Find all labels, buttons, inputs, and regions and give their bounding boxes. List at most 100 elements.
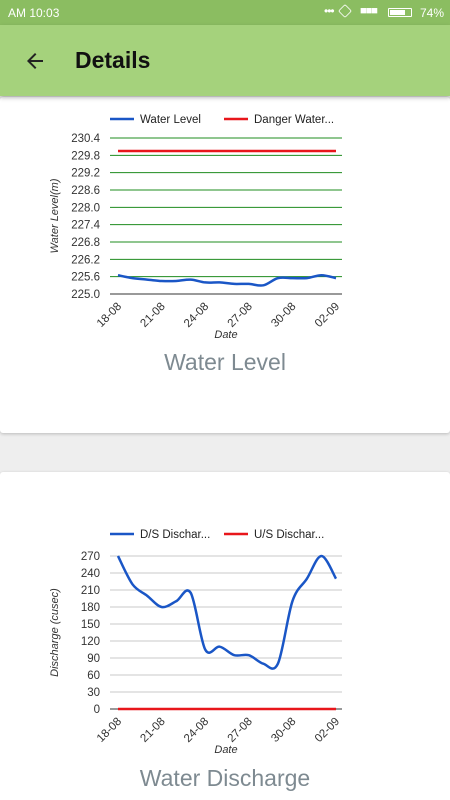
data-point — [161, 150, 163, 152]
battery-icon — [388, 8, 412, 17]
y-tick-label: 225.0 — [71, 289, 100, 301]
data-point — [161, 708, 163, 710]
data-point — [335, 708, 337, 710]
x-tick-label: 18-08 — [95, 716, 124, 745]
legend-label: Water Level — [140, 114, 201, 126]
x-tick-label: 21-08 — [138, 716, 167, 745]
y-tick-label: 120 — [81, 636, 100, 648]
data-point — [335, 277, 337, 279]
data-point — [146, 150, 148, 152]
data-point — [248, 150, 250, 152]
data-point — [291, 708, 293, 710]
data-point — [248, 708, 250, 710]
y-axis-title: Discharge (cusec) — [49, 588, 61, 677]
data-point — [262, 284, 264, 286]
data-point — [306, 277, 308, 279]
legend-label: Danger Water... — [254, 114, 334, 126]
y-axis-title: Water Level(m) — [49, 178, 61, 253]
y-tick-label: 226.2 — [71, 254, 100, 266]
x-tick-label: 30-08 — [269, 301, 298, 330]
x-tick-label: 02-09 — [313, 716, 342, 745]
y-tick-label: 30 — [87, 687, 100, 699]
y-tick-label: 240 — [81, 568, 100, 580]
data-point — [190, 708, 192, 710]
data-point — [117, 150, 119, 152]
data-point — [262, 708, 264, 710]
data-point — [306, 150, 308, 152]
y-tick-label: 229.2 — [71, 168, 100, 180]
series-line-wd-0 — [116, 554, 338, 670]
battery-percent: 74% — [420, 6, 445, 20]
data-point — [146, 595, 148, 597]
y-tick-label: 226.8 — [71, 237, 100, 249]
data-point — [262, 663, 264, 665]
x-axis-title: Date — [214, 329, 237, 341]
data-point — [204, 649, 206, 651]
data-point — [233, 654, 235, 656]
y-tick-label: 230.4 — [71, 133, 100, 145]
water-level-card: Water Level Danger Water... 225.0 225.6 226.… — [0, 97, 450, 433]
series-line-wl-0 — [117, 273, 337, 287]
water-level-chart: Water Level Danger Water... 225.0 225.6 226.… — [49, 114, 342, 341]
data-point — [161, 606, 163, 608]
y-tick-label: 227.4 — [71, 220, 100, 232]
x-tick-label: 24-08 — [182, 301, 211, 330]
back-button[interactable] — [16, 42, 54, 80]
y-tick-label: 228.0 — [71, 202, 100, 214]
y-tick-label: 270 — [81, 551, 100, 563]
y-tick-label: 228.6 — [71, 185, 100, 197]
data-point — [146, 279, 148, 281]
data-point — [219, 281, 221, 283]
notification-dots-icon: ••• — [324, 4, 335, 18]
status-bar: AM 10:03 ••• ■■■ 74% — [0, 0, 450, 25]
y-tick-label: 229.8 — [71, 150, 100, 162]
y-tick-label: 60 — [87, 670, 100, 682]
x-tick-label: 24-08 — [182, 716, 211, 745]
battery-level-fill — [390, 10, 405, 15]
x-tick-label: 18-08 — [95, 301, 124, 330]
data-point — [262, 150, 264, 152]
app-bar: Details — [0, 25, 450, 96]
data-point — [219, 708, 221, 710]
data-point — [277, 277, 279, 279]
legend-label: U/S Dischar... — [254, 529, 324, 541]
wifi-icon — [337, 3, 353, 19]
data-point — [190, 279, 192, 281]
data-point — [320, 555, 322, 557]
y-tick-label: 150 — [81, 619, 100, 631]
x-tick-label: 27-08 — [226, 301, 255, 330]
x-tick-label: 27-08 — [226, 716, 255, 745]
data-point — [117, 555, 119, 557]
data-point — [335, 578, 337, 580]
legend-label: D/S Dischar... — [140, 529, 210, 541]
water-level-title: Water Level — [164, 349, 286, 375]
data-point — [277, 708, 279, 710]
data-point — [219, 150, 221, 152]
data-point — [320, 708, 322, 710]
data-point — [117, 708, 119, 710]
data-point — [132, 583, 134, 585]
data-point — [306, 578, 308, 580]
data-point — [277, 150, 279, 152]
page-title: Details — [75, 47, 151, 73]
data-point — [233, 150, 235, 152]
water-discharge-chart: D/S Dischar... U/S Dischar... 0 30 60 90 120 15… — [49, 529, 342, 756]
data-point — [233, 708, 235, 710]
data-point — [291, 277, 293, 279]
status-time: AM 10:03 — [8, 6, 60, 20]
arrow-back-icon — [27, 53, 43, 69]
data-point — [204, 150, 206, 152]
data-point — [306, 708, 308, 710]
data-point — [204, 708, 206, 710]
data-point — [132, 708, 134, 710]
data-point — [219, 646, 221, 648]
x-axis-title: Date — [214, 744, 237, 756]
data-point — [161, 280, 163, 282]
y-tick-label: 90 — [87, 653, 100, 665]
data-point — [291, 150, 293, 152]
y-tick-label: 210 — [81, 585, 100, 597]
data-point — [320, 274, 322, 276]
signal-icon: ■■■ — [360, 5, 378, 17]
data-point — [175, 280, 177, 282]
data-point — [320, 150, 322, 152]
